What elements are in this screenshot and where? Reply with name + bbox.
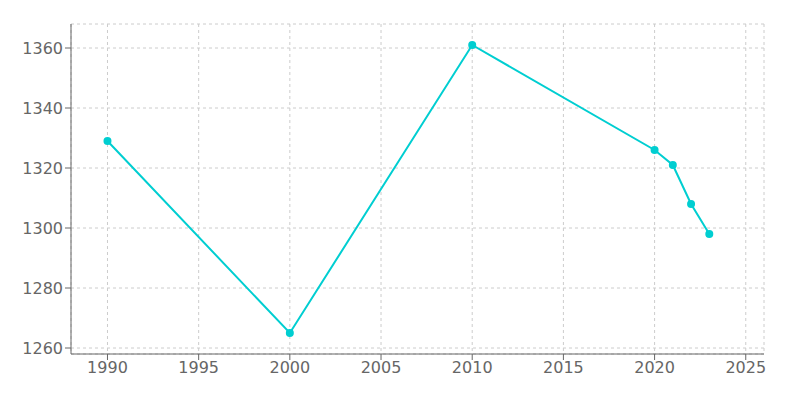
svg-text:1260: 1260 [22, 339, 63, 358]
svg-text:1990: 1990 [87, 358, 128, 377]
svg-text:1995: 1995 [178, 358, 219, 377]
svg-text:1280: 1280 [22, 279, 63, 298]
svg-text:1340: 1340 [22, 99, 63, 118]
svg-text:1360: 1360 [22, 39, 63, 58]
svg-text:2025: 2025 [725, 358, 766, 377]
svg-text:2010: 2010 [452, 358, 493, 377]
svg-text:2015: 2015 [543, 358, 584, 377]
svg-text:1300: 1300 [22, 219, 63, 238]
svg-text:2005: 2005 [361, 358, 402, 377]
svg-text:2000: 2000 [269, 358, 310, 377]
svg-text:2020: 2020 [634, 358, 675, 377]
svg-text:1320: 1320 [22, 159, 63, 178]
